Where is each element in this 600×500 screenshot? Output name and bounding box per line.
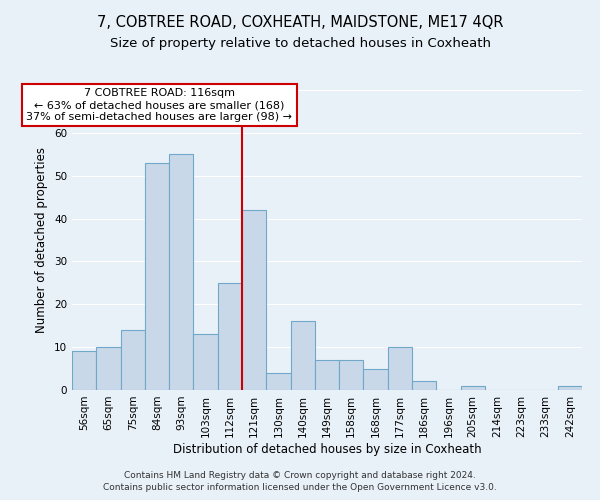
Bar — [193, 334, 218, 390]
Bar — [72, 352, 96, 390]
Y-axis label: Number of detached properties: Number of detached properties — [35, 147, 49, 333]
Bar — [558, 386, 582, 390]
Bar — [145, 163, 169, 390]
Bar — [315, 360, 339, 390]
Text: Contains HM Land Registry data © Crown copyright and database right 2024.: Contains HM Land Registry data © Crown c… — [124, 471, 476, 480]
Text: 7, COBTREE ROAD, COXHEATH, MAIDSTONE, ME17 4QR: 7, COBTREE ROAD, COXHEATH, MAIDSTONE, ME… — [97, 15, 503, 30]
Bar — [96, 347, 121, 390]
Bar — [242, 210, 266, 390]
Bar — [266, 373, 290, 390]
X-axis label: Distribution of detached houses by size in Coxheath: Distribution of detached houses by size … — [173, 442, 481, 456]
Text: 7 COBTREE ROAD: 116sqm
← 63% of detached houses are smaller (168)
37% of semi-de: 7 COBTREE ROAD: 116sqm ← 63% of detached… — [26, 88, 292, 122]
Bar — [121, 330, 145, 390]
Bar — [461, 386, 485, 390]
Text: Size of property relative to detached houses in Coxheath: Size of property relative to detached ho… — [110, 38, 491, 51]
Text: Contains public sector information licensed under the Open Government Licence v3: Contains public sector information licen… — [103, 484, 497, 492]
Bar — [364, 368, 388, 390]
Bar — [218, 283, 242, 390]
Bar — [169, 154, 193, 390]
Bar — [388, 347, 412, 390]
Bar — [339, 360, 364, 390]
Bar — [290, 322, 315, 390]
Bar — [412, 382, 436, 390]
